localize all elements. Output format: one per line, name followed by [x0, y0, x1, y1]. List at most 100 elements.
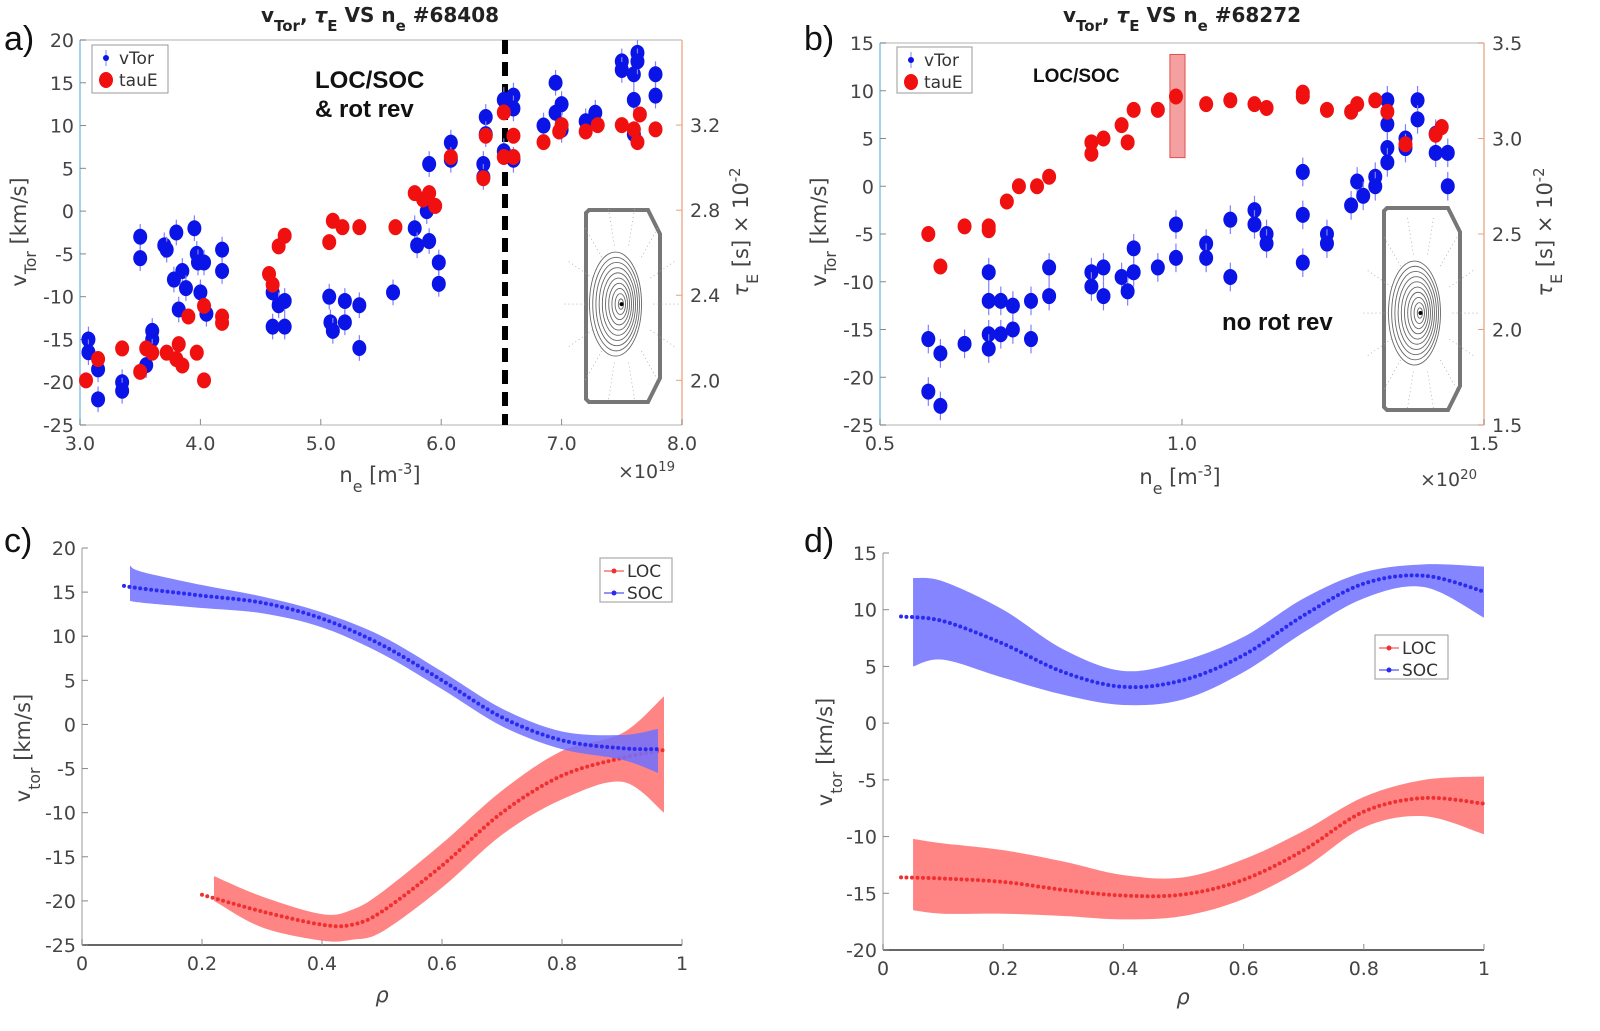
panel-d: d) 0 0.2 0.4 0.6 0.8 1 -20 -15 -10 -5 0 5 10 15 ρ vtor [… [804, 522, 1490, 1009]
y2-tick-label: 3.2 [690, 115, 720, 137]
vtor-point [325, 322, 340, 339]
taue-point [277, 227, 292, 244]
x-multiplier-base: ×10 [1420, 469, 1460, 491]
label-segment: E [743, 274, 762, 284]
y2-tick-label: 3.5 [1492, 33, 1522, 55]
y-tick-label: 10 [853, 600, 877, 622]
vtor-point [215, 241, 230, 258]
y-tick-label: 10 [52, 626, 76, 648]
vtor-point [648, 87, 663, 104]
label-segment: v [807, 274, 831, 286]
taue-point [496, 104, 511, 121]
loc-soc-highlight [1169, 53, 1186, 159]
y-tick-label: -15 [846, 883, 877, 905]
vtor-point [352, 297, 367, 314]
vtor-point [187, 220, 202, 237]
vtor-point [588, 104, 603, 121]
vtor-point [193, 284, 208, 301]
label-segment: -2 [727, 168, 744, 183]
x-tick-label: 0.6 [427, 953, 457, 975]
x-tick-label: 0 [76, 953, 88, 975]
y2-tick-label: 2.5 [1492, 224, 1522, 246]
vtor-point [614, 61, 629, 78]
label-segment: #68272 [1208, 3, 1301, 27]
taue-point [1096, 130, 1111, 147]
legend-label: SOC [1402, 661, 1438, 681]
y-axis-label: vTor [km/s] [7, 177, 40, 286]
label-segment: #68408 [406, 3, 499, 27]
legend-label: tauE [924, 73, 963, 93]
label-segment: τ [315, 3, 329, 27]
x-tick-label: 0.8 [547, 953, 577, 975]
taue-point [554, 117, 569, 134]
taue-point [476, 170, 491, 187]
taue-point [1223, 92, 1238, 109]
taue-point [352, 219, 367, 236]
vtor-point [626, 91, 641, 108]
taue-point [428, 197, 443, 214]
taue-point [1380, 103, 1395, 120]
y-tick-label: 0 [865, 713, 877, 735]
y-tick-label: 0 [862, 176, 874, 198]
vtor-point [337, 314, 352, 331]
series-vTor [921, 85, 1455, 421]
label-segment: E [327, 17, 337, 35]
y-tick-label: -15 [45, 847, 76, 869]
vtor-point [548, 74, 563, 91]
y-axis-label: vtor [km/s] [11, 694, 44, 802]
x-multiplier: ×1019 [618, 460, 675, 484]
confidence-band [214, 696, 664, 942]
y2-tick-label: 2.0 [1492, 320, 1522, 342]
taue-point [536, 134, 551, 151]
y-tick-label: -25 [45, 935, 76, 957]
x-axis-label: ρ [1176, 985, 1190, 1009]
vtor-point [91, 391, 106, 408]
label-segment: -2 [1531, 168, 1548, 183]
taue-point [506, 148, 521, 165]
taue-point [171, 336, 186, 353]
y-tick-label: 5 [64, 670, 76, 692]
y-tick-label: 20 [52, 538, 76, 560]
label-segment: [s] × 10 [729, 182, 753, 274]
x-tick-label: 6.0 [426, 433, 456, 455]
y-tick-label: -20 [843, 367, 874, 389]
series-LOC [899, 776, 1486, 920]
taue-point [478, 127, 493, 144]
y-tick-label: 10 [50, 116, 74, 138]
label-segment: n [339, 463, 352, 487]
x-tick-label: 0.6 [1228, 958, 1258, 980]
y2-tick-label: 2.4 [690, 285, 720, 307]
annotation: no rot rev [1222, 309, 1333, 336]
label-segment: τ [729, 283, 753, 296]
label-segment: ] [1212, 465, 1220, 489]
vtor-point [981, 292, 996, 309]
y-tick-label: 20 [50, 30, 74, 52]
legend-marker-icon [1386, 645, 1392, 651]
legend-marker-icon [1386, 667, 1392, 673]
taue-point [578, 123, 593, 140]
taue-point [921, 226, 936, 242]
x-tick-label: 7.0 [546, 433, 576, 455]
label-segment: v [813, 794, 837, 806]
legend-label: vTor [924, 51, 959, 71]
vtor-point [1380, 116, 1395, 133]
legend-marker-icon [904, 74, 918, 90]
taue-point [981, 218, 996, 235]
label-segment: [m [1162, 465, 1197, 489]
vtor-point [1223, 268, 1238, 285]
vtor-point [145, 322, 160, 339]
y-tick-label: -20 [45, 891, 76, 913]
taue-point [215, 314, 230, 331]
vtor-point [1168, 249, 1183, 266]
x-tick-label: 3.0 [65, 433, 95, 455]
vtor-point [1259, 235, 1274, 252]
label-segment: Tor [21, 251, 40, 276]
vtor-point [1005, 297, 1020, 314]
taue-point [1295, 84, 1310, 101]
y2-axis-label: τE [s] × 10-2 [1531, 168, 1566, 297]
taue-point [1126, 101, 1141, 118]
label-segment: e [353, 477, 363, 496]
